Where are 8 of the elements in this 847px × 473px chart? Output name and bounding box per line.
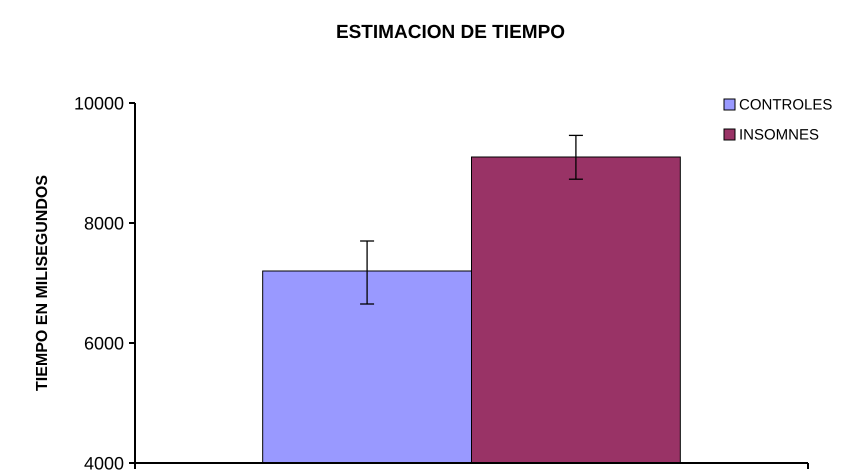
y-tick-label: 4000 bbox=[84, 453, 124, 473]
y-tick-label: 6000 bbox=[84, 333, 124, 354]
y-tick-label: 8000 bbox=[84, 213, 124, 234]
y-axis-title: TIEMPO EN MILISEGUNDOS bbox=[34, 174, 51, 392]
y-tick-label: 10000 bbox=[74, 93, 124, 114]
legend-label: INSOMNES bbox=[739, 126, 820, 144]
legend-label: CONTROLES bbox=[739, 96, 832, 114]
chart-title: ESTIMACION DE TIEMPO bbox=[336, 22, 566, 43]
